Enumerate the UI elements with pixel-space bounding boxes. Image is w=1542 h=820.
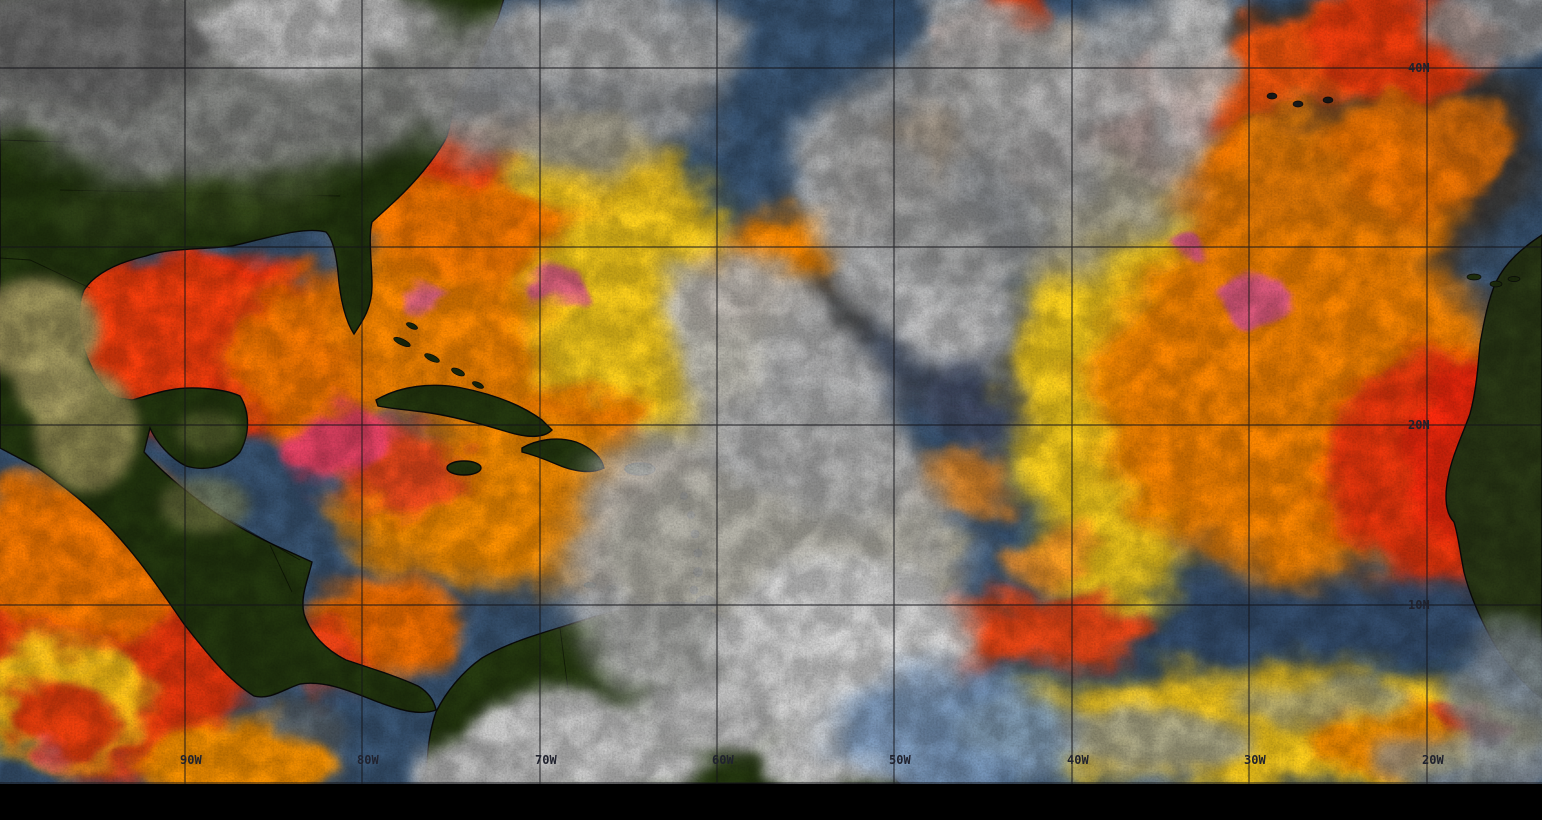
- lon-label: 30W: [1244, 753, 1266, 767]
- lon-label: 60W: [712, 753, 734, 767]
- pixel-grain: [0, 0, 1542, 784]
- legend-bar: LESS <----- DRY AIR (LOW/MID-LEVEL) AND/…: [0, 784, 1542, 820]
- lon-label: 70W: [535, 753, 557, 767]
- graticule: [0, 0, 1542, 784]
- lon-label: 90W: [180, 753, 202, 767]
- graticule-labels: 40N 20N 10N 90W 80W 70W 60W 50W 40W 30W 20W: [180, 61, 1444, 767]
- lon-label: 80W: [357, 753, 379, 767]
- satellite-map: 40N 20N 10N 90W 80W 70W 60W 50W 40W 30W 20W: [0, 0, 1542, 784]
- lat-label: 40N: [1408, 61, 1430, 75]
- lon-label: 50W: [889, 753, 911, 767]
- lon-label: 20W: [1422, 753, 1444, 767]
- lat-label: 20N: [1408, 418, 1430, 432]
- lon-label: 40W: [1067, 753, 1089, 767]
- lat-label: 10N: [1408, 598, 1430, 612]
